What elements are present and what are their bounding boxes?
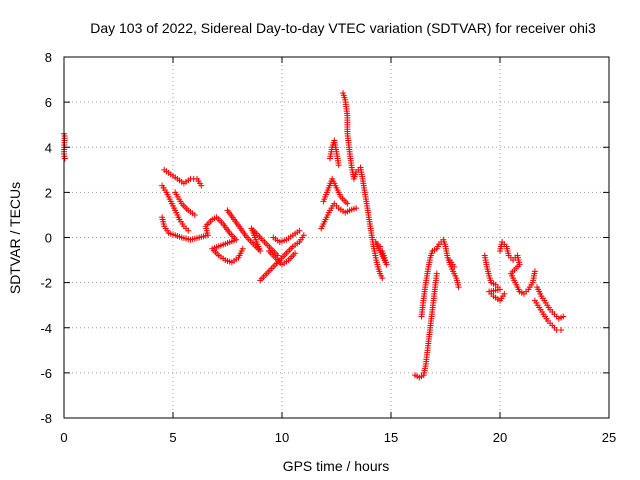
- y-tick-label: 6: [45, 95, 52, 110]
- data-point: [377, 243, 384, 250]
- data-point: [300, 232, 307, 239]
- data-point: [451, 263, 458, 270]
- x-tick-label: 25: [602, 430, 616, 445]
- y-tick-label: 2: [45, 185, 52, 200]
- chart-title: Day 103 of 2022, Sidereal Day-to-day VTE…: [90, 20, 596, 36]
- data-point: [198, 182, 205, 189]
- data-point: [353, 205, 360, 212]
- x-tick-label: 5: [169, 430, 176, 445]
- y-tick-label: -6: [40, 366, 52, 381]
- y-tick-label: 0: [45, 231, 52, 246]
- axis-ticks: [63, 56, 610, 419]
- x-tick-label: 15: [384, 430, 398, 445]
- data-point: [239, 245, 246, 252]
- y-tick-label: 8: [45, 50, 52, 65]
- data-point: [296, 227, 303, 234]
- y-tick-label: -8: [40, 411, 52, 426]
- y-tick-label: -4: [40, 321, 52, 336]
- data-point: [433, 270, 440, 277]
- x-tick-label: 0: [60, 430, 67, 445]
- data-point: [455, 284, 462, 291]
- x-tick-label: 20: [493, 430, 507, 445]
- y-axis-label: SDTVAR / TECUs: [7, 182, 23, 294]
- tick-labels: 0 5 10 15 20 25 -8 -6 -4 -2 0 2 4 6 8: [40, 50, 616, 445]
- data-point: [501, 290, 508, 297]
- data-point: [560, 313, 567, 320]
- y-tick-label: 4: [45, 140, 52, 155]
- data-point: [61, 155, 68, 162]
- x-tick-label: 10: [275, 430, 289, 445]
- data-point: [531, 268, 538, 275]
- data-point: [344, 200, 351, 207]
- data-point: [292, 250, 299, 257]
- data-points: [61, 90, 567, 381]
- data-point: [335, 162, 342, 169]
- data-point: [191, 211, 198, 218]
- data-point: [558, 327, 565, 334]
- data-point: [379, 275, 386, 282]
- data-point: [185, 227, 192, 234]
- y-tick-label: -2: [40, 276, 52, 291]
- x-axis-label: GPS time / hours: [283, 458, 390, 474]
